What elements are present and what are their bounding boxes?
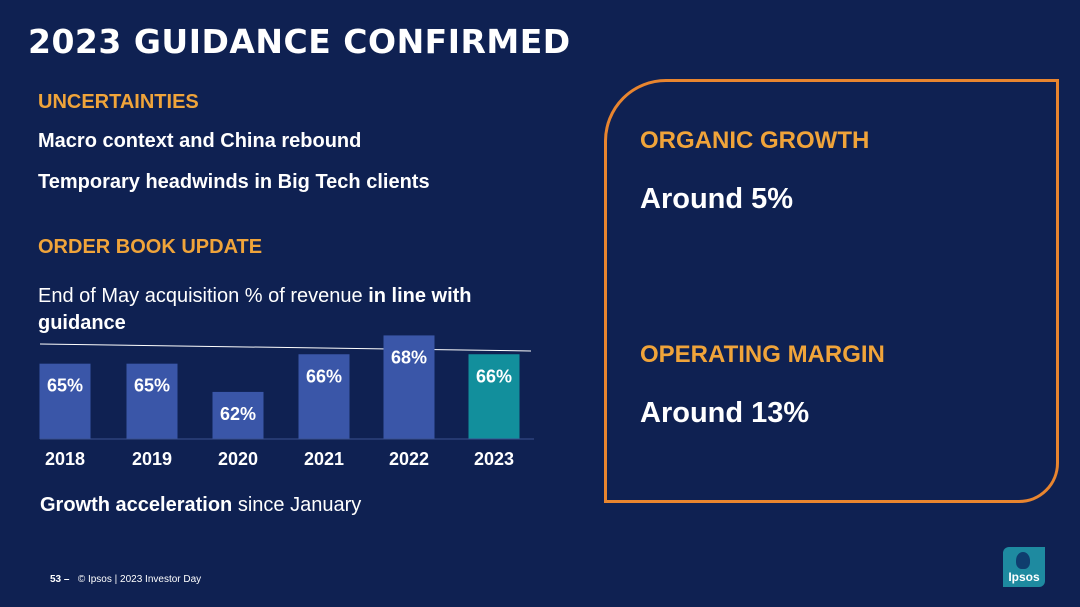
x-tick-2022: 2022 bbox=[389, 449, 429, 469]
ipsos-logo-mark-icon bbox=[1016, 552, 1030, 569]
uncertainty-item-macro: Macro context and China rebound bbox=[38, 130, 362, 152]
order-book-description-bold: in line with guidance bbox=[38, 285, 472, 334]
x-tick-2019: 2019 bbox=[132, 449, 172, 469]
data-label-2019: 65% bbox=[134, 376, 170, 396]
order-book-description: End of May acquisition % of revenue in l… bbox=[38, 283, 508, 337]
bar-2019 bbox=[126, 363, 178, 439]
growth-acceleration-rest: since January bbox=[232, 494, 362, 516]
bar-2023 bbox=[468, 354, 520, 439]
x-tick-2021: 2021 bbox=[304, 449, 344, 469]
x-tick-2018: 2018 bbox=[45, 449, 85, 469]
order-book-description-text: End of May acquisition % of revenue bbox=[38, 285, 369, 307]
bar-2021 bbox=[298, 354, 350, 439]
bar-2020 bbox=[212, 391, 264, 439]
data-label-2021: 66% bbox=[306, 366, 342, 386]
growth-acceleration-bold: Growth acceleration bbox=[40, 494, 233, 516]
data-label-2018: 65% bbox=[47, 376, 83, 396]
operating-margin-label: OPERATING MARGIN bbox=[640, 341, 885, 368]
organic-growth-value: Around 5% bbox=[640, 183, 794, 215]
organic-growth-label: ORGANIC GROWTH bbox=[640, 127, 870, 154]
ipsos-logo-text: Ipsos bbox=[1008, 570, 1040, 584]
page-number: 53 – bbox=[50, 574, 70, 585]
bar-2022 bbox=[383, 335, 435, 439]
slide-title: 2023 GUIDANCE CONFIRMED bbox=[28, 22, 571, 61]
growth-acceleration-text: Growth acceleration since January bbox=[40, 494, 361, 517]
x-tick-2020: 2020 bbox=[218, 449, 258, 469]
x-tick-2023: 2023 bbox=[474, 449, 514, 469]
data-label-2020: 62% bbox=[220, 404, 256, 424]
footer: 53 – © Ipsos | 2023 Investor Day bbox=[50, 574, 201, 585]
data-label-2023: 66% bbox=[476, 366, 512, 386]
data-label-2022: 68% bbox=[391, 347, 427, 367]
order-book-heading: ORDER BOOK UPDATE bbox=[38, 236, 263, 258]
uncertainty-item-big-tech: Temporary headwinds in Big Tech clients bbox=[38, 171, 430, 193]
operating-margin-value: Around 13% bbox=[640, 397, 810, 429]
footer-copyright: © Ipsos | 2023 Investor Day bbox=[77, 574, 202, 585]
ipsos-logo: Ipsos bbox=[1003, 547, 1045, 587]
bar-2018 bbox=[39, 363, 91, 439]
uncertainties-heading: UNCERTAINTIES bbox=[38, 91, 199, 113]
reference-line bbox=[39, 343, 532, 352]
guidance-panel bbox=[604, 79, 1059, 503]
